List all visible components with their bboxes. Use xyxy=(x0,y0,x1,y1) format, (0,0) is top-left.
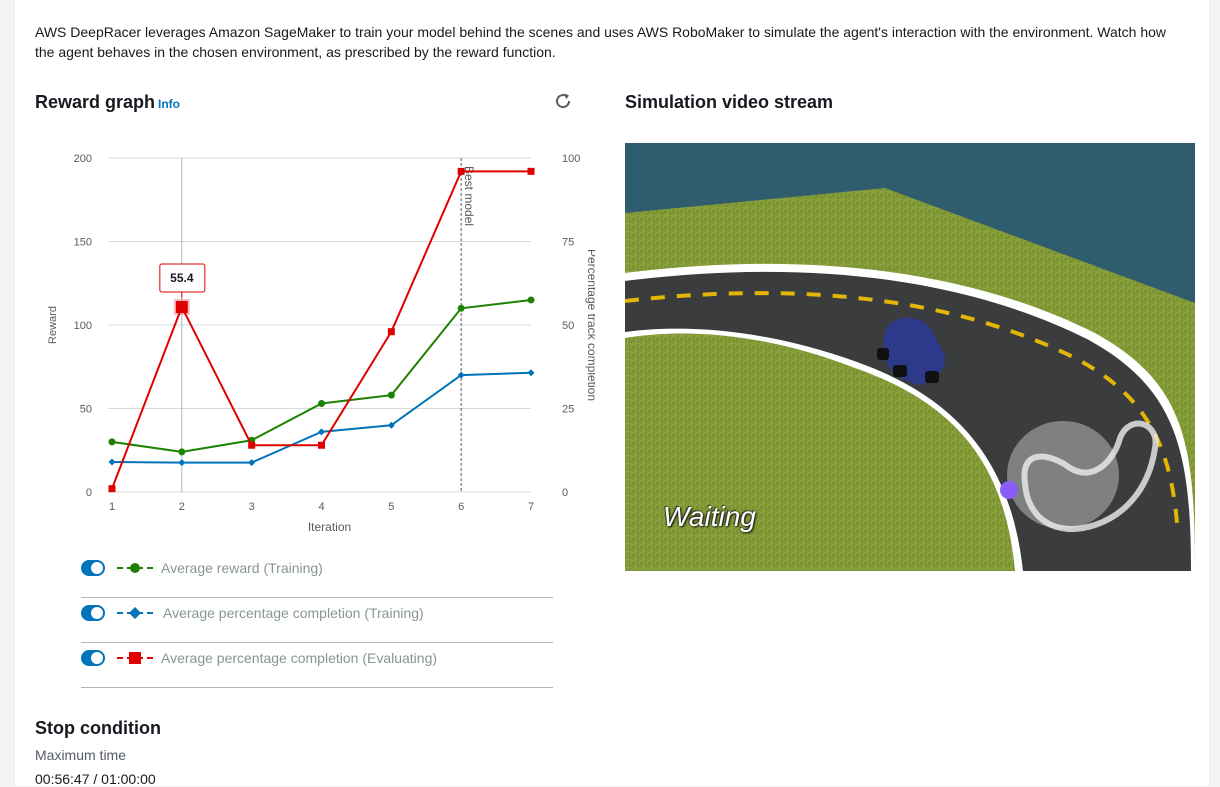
reward-graph-title: Reward graph xyxy=(35,92,156,112)
best-model-label: Best model xyxy=(462,166,476,226)
y-axis-label: Reward xyxy=(47,306,59,344)
legend-row: Average percentage completion (Evaluatin… xyxy=(81,643,553,688)
stop-condition-value: 00:56:47 / 01:00:00 xyxy=(35,771,156,787)
training-panel: AWS DeepRacer leverages Amazon SageMaker… xyxy=(14,0,1210,787)
y2-tick-label: 75 xyxy=(562,237,574,249)
data-point xyxy=(108,485,116,493)
x-tick-label: 2 xyxy=(179,501,185,513)
video-title: Simulation video stream xyxy=(625,92,834,112)
data-point xyxy=(318,441,325,449)
info-link[interactable]: Info xyxy=(158,97,180,111)
simulation-video: Waiting xyxy=(625,143,1195,571)
y2-tick-label: 0 xyxy=(562,487,568,499)
legend-toggle[interactable] xyxy=(81,650,105,666)
tooltip-value: 55.4 xyxy=(170,271,194,285)
data-point xyxy=(387,391,395,399)
square-marker-icon xyxy=(117,652,153,664)
x-tick-label: 4 xyxy=(318,501,324,513)
data-point xyxy=(178,448,186,456)
x-tick-label: 6 xyxy=(458,501,464,513)
legend-label: Average percentage completion (Evaluatin… xyxy=(161,650,438,666)
data-point xyxy=(457,167,465,175)
y-tick-label: 0 xyxy=(86,487,92,499)
data-point xyxy=(387,421,395,429)
intro-text: AWS DeepRacer leverages Amazon SageMaker… xyxy=(35,24,1167,60)
video-status: Waiting xyxy=(663,501,756,532)
y-tick-label: 100 xyxy=(74,320,92,332)
x-axis-label: Iteration xyxy=(308,520,351,534)
refresh-icon[interactable] xyxy=(552,90,574,112)
y2-tick-label: 25 xyxy=(562,404,574,416)
data-point xyxy=(178,459,186,467)
x-tick-label: 1 xyxy=(109,501,115,513)
car-icon xyxy=(877,317,946,385)
stop-condition-title: Stop condition xyxy=(35,718,161,738)
y2-tick-label: 100 xyxy=(562,153,580,165)
x-tick-label: 5 xyxy=(388,501,394,513)
legend-toggle[interactable] xyxy=(81,560,105,576)
legend-row: Average reward (Training) xyxy=(81,553,553,598)
legend-label: Average percentage completion (Training) xyxy=(163,605,424,621)
tooltip-box xyxy=(159,263,206,293)
x-tick-label: 3 xyxy=(249,501,255,513)
x-tick-label: 7 xyxy=(528,501,534,513)
stop-condition-label: Maximum time xyxy=(35,747,127,763)
diamond-marker-icon xyxy=(117,607,153,619)
data-point xyxy=(318,399,325,407)
legend-label: Average reward (Training) xyxy=(161,560,323,576)
y2-tick-label: 50 xyxy=(562,320,574,332)
data-point xyxy=(457,371,465,379)
data-point xyxy=(318,428,325,436)
circle-marker-icon xyxy=(117,563,153,573)
data-point xyxy=(527,296,535,304)
series-line xyxy=(111,371,532,464)
data-point xyxy=(175,300,188,313)
legend-toggle[interactable] xyxy=(81,605,105,621)
data-point xyxy=(248,459,256,467)
data-point xyxy=(108,458,116,466)
y2-axis-label: Percentage track completion xyxy=(585,249,595,401)
data-point xyxy=(527,369,535,377)
data-point xyxy=(527,167,535,175)
data-point xyxy=(248,441,256,449)
y-tick-label: 150 xyxy=(74,237,92,249)
data-point xyxy=(108,438,116,446)
data-point xyxy=(387,328,395,336)
legend-row: Average percentage completion (Training) xyxy=(81,598,553,643)
data-point xyxy=(457,304,465,312)
y-tick-label: 200 xyxy=(74,153,92,165)
y-tick-label: 50 xyxy=(80,404,92,416)
reward-chart: 0 50 100 150 200 0 25 50 75 100 1 2 3 4 5 6 7 Iteration Re… xyxy=(47,153,595,534)
